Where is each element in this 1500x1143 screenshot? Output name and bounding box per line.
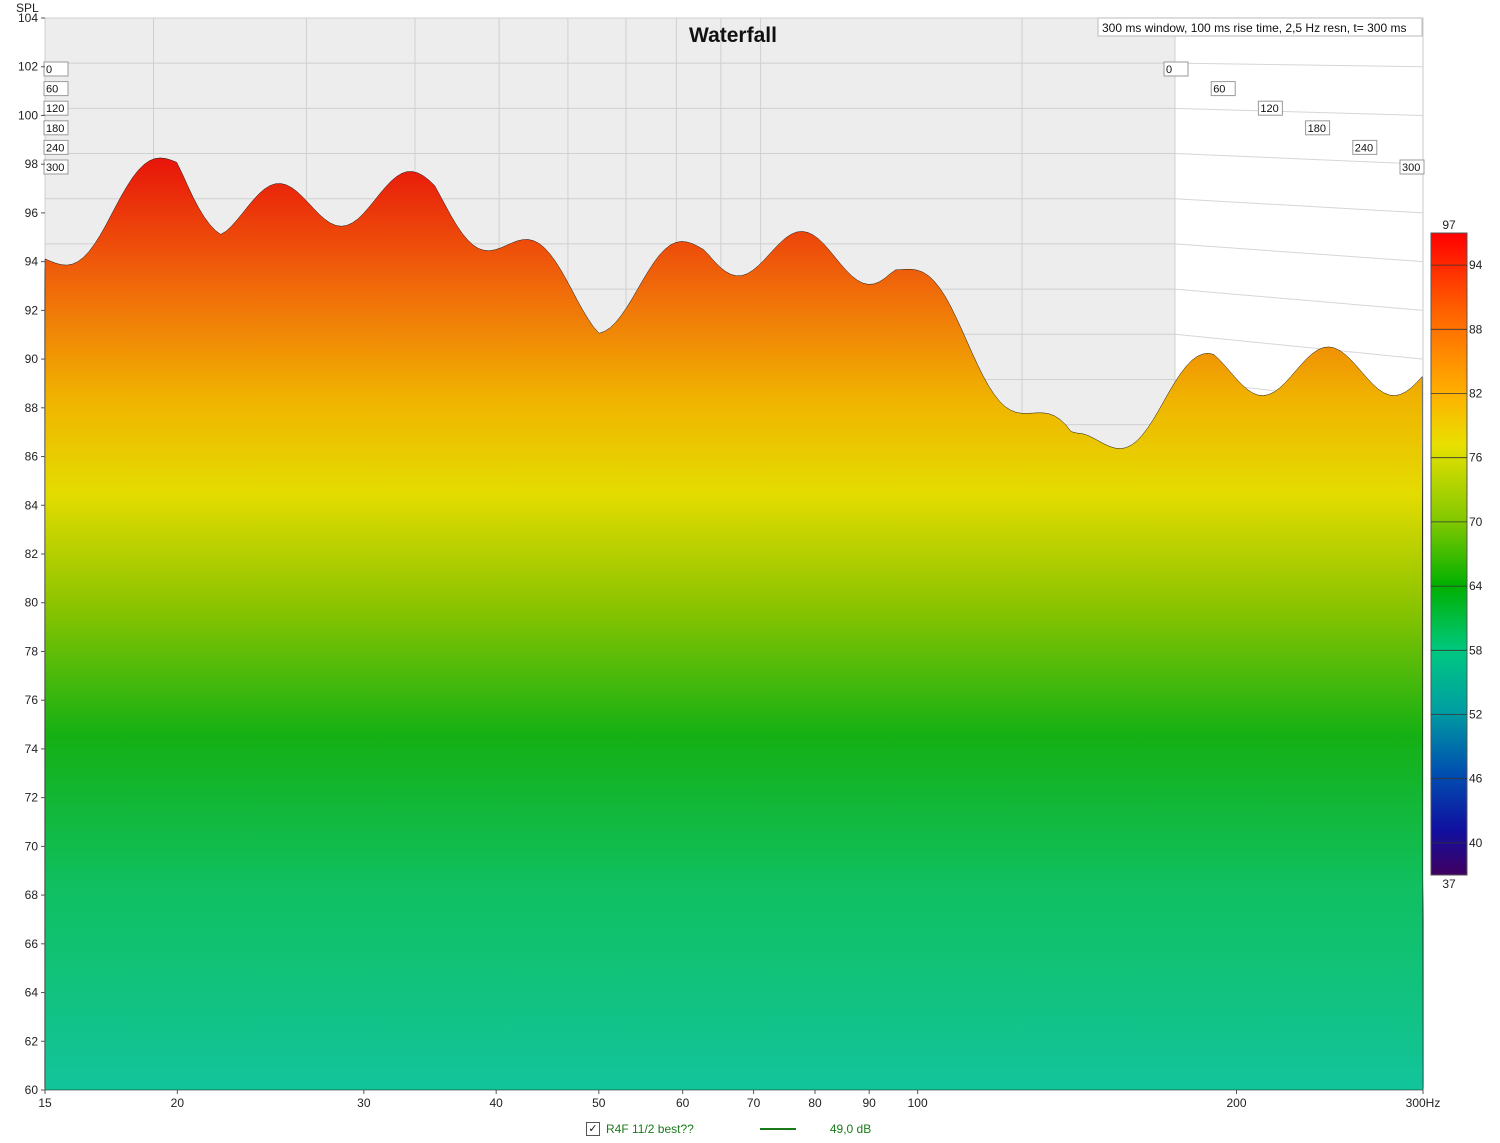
time-box-left <box>43 81 69 97</box>
info-text: 300 ms window, 100 ms rise time, 2,5 Hz … <box>1102 21 1406 35</box>
colorbar-tick-label: 52 <box>1469 708 1483 722</box>
time-label-left: 0 <box>46 64 52 76</box>
time-box-right <box>1210 81 1236 97</box>
y-tick-label: 60 <box>25 1083 39 1097</box>
legend-series-name[interactable]: R4F 11/2 best?? <box>606 1122 694 1136</box>
colorbar-tick-label: 58 <box>1469 643 1483 657</box>
y-tick-label: 98 <box>25 157 39 171</box>
chart-title: Waterfall <box>689 24 777 47</box>
colorbar-tick-label: 46 <box>1469 772 1483 786</box>
colorbar-tick-label: 88 <box>1469 322 1483 336</box>
x-tick-label: 80 <box>808 1096 822 1110</box>
waterfall-slice <box>44 157 1424 1091</box>
time-axis: 0 0 60 60 120 120 180 180 240 240 300 300 <box>43 61 1425 175</box>
y-tick-label: 64 <box>25 986 39 1000</box>
y-axis-label: SPL <box>16 1 39 15</box>
time-label-left: 240 <box>46 142 64 154</box>
colorbar-tick-label: 76 <box>1469 451 1483 465</box>
y-tick-label: 90 <box>25 352 39 366</box>
colorbar-tick-label: 94 <box>1469 258 1483 272</box>
x-tick-label: 40 <box>489 1096 503 1110</box>
x-tick-label: 70 <box>747 1096 761 1110</box>
y-tick-label: 74 <box>25 742 39 756</box>
time-box-left <box>43 120 69 136</box>
time-label-left: 60 <box>46 84 58 96</box>
y-tick-label: 62 <box>25 1034 39 1048</box>
x-axis: 15 20 30 40 50 60 70 80 90 100 200 300Hz <box>38 1090 1440 1110</box>
x-tick-label: 30 <box>357 1096 371 1110</box>
y-tick-label: 94 <box>25 255 39 269</box>
x-tick-label: 50 <box>592 1096 606 1110</box>
time-box-right <box>1399 159 1425 175</box>
time-box-left <box>43 139 69 155</box>
y-tick-label: 70 <box>25 839 39 853</box>
time-label-right: 60 <box>1213 84 1225 96</box>
time-label-right: 120 <box>1260 103 1278 115</box>
y-tick-label: 92 <box>25 303 39 317</box>
y-tick-label: 84 <box>25 498 39 512</box>
time-box-right <box>1163 61 1189 77</box>
y-tick-label: 82 <box>25 547 39 561</box>
time-label-right: 180 <box>1308 123 1326 135</box>
legend-checkbox[interactable]: ✓ <box>586 1122 600 1136</box>
x-tick-label: 60 <box>676 1096 690 1110</box>
time-label-left: 180 <box>46 123 64 135</box>
colorbar-min: 37 <box>1442 877 1456 891</box>
time-box-right <box>1352 139 1378 155</box>
y-tick-label: 68 <box>25 888 39 902</box>
x-tick-label: 20 <box>171 1096 185 1110</box>
legend-line-swatch <box>759 1128 796 1130</box>
colorbar-tick-label: 82 <box>1469 387 1483 401</box>
waterfall-slices <box>44 157 1424 1091</box>
x-tick-label: 90 <box>863 1096 877 1110</box>
x-tick-label: 100 <box>908 1096 928 1110</box>
y-tick-label: 80 <box>25 596 39 610</box>
y-tick-label: 86 <box>25 450 39 464</box>
time-box-left <box>43 159 69 175</box>
x-tick-label: 15 <box>38 1096 52 1110</box>
time-label-left: 120 <box>46 103 64 115</box>
colorbar-tick-label: 64 <box>1469 579 1483 593</box>
y-tick-label: 96 <box>25 206 39 220</box>
time-box-right <box>1257 100 1283 116</box>
time-label-right: 0 <box>1166 64 1172 76</box>
time-label-right: 240 <box>1355 142 1373 154</box>
y-tick-label: 100 <box>18 108 38 122</box>
time-label-right: 300 <box>1402 162 1420 174</box>
x-tick-label: 300Hz <box>1406 1096 1441 1110</box>
time-box-left <box>43 100 69 116</box>
time-label-left: 300 <box>46 162 64 174</box>
y-tick-label: 88 <box>25 401 39 415</box>
time-box-left <box>43 61 69 77</box>
y-tick-label: 102 <box>18 60 38 74</box>
y-tick-label: 78 <box>25 644 39 658</box>
y-tick-label: 104 <box>18 11 38 25</box>
y-axis: 104 102 100 98 96 94 92 90 88 86 84 82 80 78 76 74 72 70 6… <box>18 11 45 1097</box>
colorbar-tick-label: 40 <box>1469 836 1483 850</box>
y-tick-label: 76 <box>25 693 39 707</box>
legend-level: 49,0 dB <box>829 1122 872 1136</box>
x-tick-label: 200 <box>1226 1096 1246 1110</box>
info-box <box>1097 17 1423 37</box>
y-tick-label: 72 <box>25 791 39 805</box>
y-tick-label: 66 <box>25 937 39 951</box>
colorbar: 97 37 94 88 82 76 70 64 58 52 46 40 <box>1430 218 1483 891</box>
colorbar-max: 97 <box>1442 218 1456 232</box>
time-box-right <box>1305 120 1331 136</box>
legend: ✓ R4F 11/2 best?? 49,0 dB <box>586 1121 871 1137</box>
colorbar-tick-label: 70 <box>1469 515 1483 529</box>
colorbar-scale <box>1430 232 1468 876</box>
